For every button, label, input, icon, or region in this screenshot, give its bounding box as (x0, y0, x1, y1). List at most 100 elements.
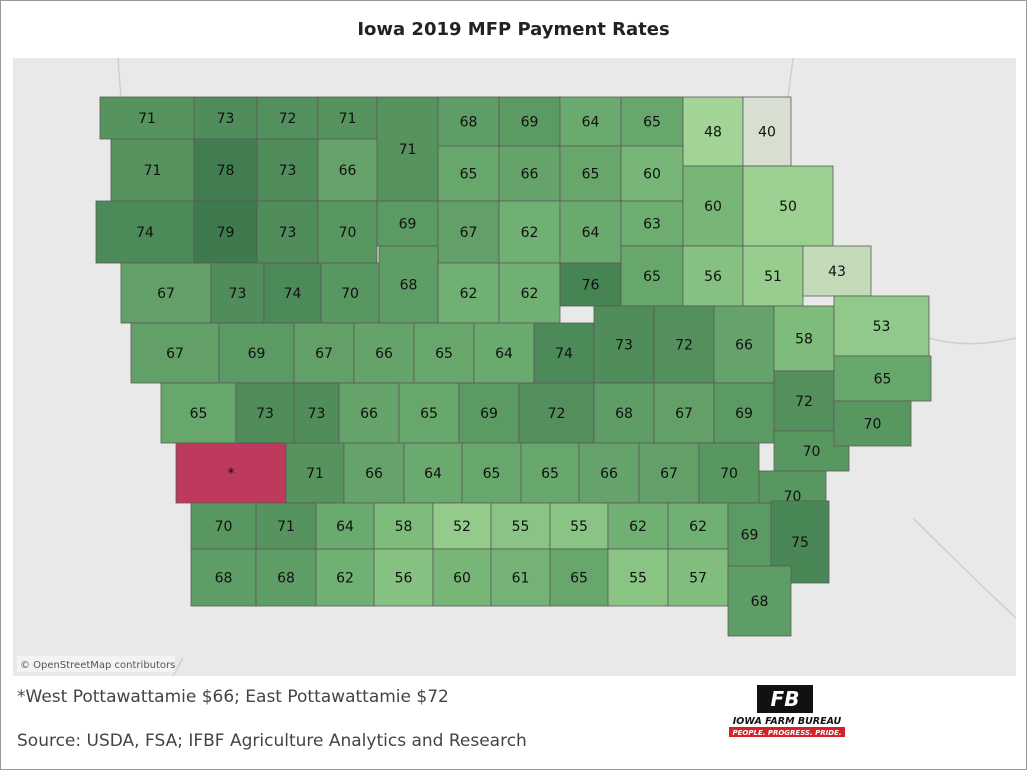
county-label: 53 (873, 319, 891, 335)
county (473, 322, 535, 384)
county (293, 382, 340, 444)
county-label: 73 (279, 225, 297, 241)
county (742, 96, 792, 167)
county (490, 548, 551, 607)
county-label: 75 (791, 535, 809, 551)
county-label: 67 (460, 225, 478, 241)
county-label: 62 (689, 519, 707, 535)
county (620, 200, 684, 247)
county (437, 145, 500, 202)
county-label: 65 (582, 167, 600, 183)
county-label: 73 (229, 286, 247, 302)
county-label: 74 (284, 286, 302, 302)
county-label: 71 (306, 466, 324, 482)
county-label: 60 (453, 571, 471, 587)
county-label: 62 (521, 286, 539, 302)
logo: FB IOWA FARM BUREAU PEOPLE. PROGRESS. PR… (729, 685, 845, 737)
county (95, 200, 195, 264)
county (403, 442, 463, 504)
county (549, 548, 609, 607)
county (437, 262, 500, 324)
county-label: 55 (570, 519, 588, 535)
county-label: 71 (277, 519, 295, 535)
county-label: 57 (689, 571, 707, 587)
county (378, 245, 439, 324)
counties: 71 73 72 71 71 68 69 64 65 48 40 71 78 73 66 65 66 65 60 74… (95, 96, 932, 637)
county (317, 138, 378, 202)
logo-tagline: PEOPLE. PROGRESS. PRIDE. (732, 729, 841, 737)
county (130, 322, 220, 384)
county-label: 66 (360, 406, 378, 422)
county-label: 65 (420, 406, 438, 422)
county-label: 72 (548, 406, 566, 422)
attribution: © OpenStreetMap contributors (20, 660, 175, 671)
background-roads (117, 58, 1016, 676)
county (376, 200, 439, 247)
county-label: 40 (758, 125, 776, 141)
map: 71 73 72 71 71 68 69 64 65 48 40 71 78 73 66 65 66 65 60 74… (13, 58, 1016, 676)
county (667, 502, 729, 550)
title: Iowa 2019 MFP Payment Rates (357, 19, 670, 40)
county-label: 70 (341, 286, 359, 302)
county (315, 502, 375, 550)
county-label: 62 (629, 519, 647, 535)
footnote: *West Pottawattamie $66; East Pottawatta… (17, 687, 449, 707)
county (498, 96, 561, 147)
county-label: 66 (521, 167, 539, 183)
county-label: 52 (453, 519, 471, 535)
county-label: 64 (495, 346, 513, 362)
county (638, 442, 700, 504)
county-label: 58 (795, 332, 813, 348)
county (713, 305, 775, 384)
county-label: 62 (460, 286, 478, 302)
county-label: 71 (339, 111, 357, 127)
county-label: 65 (643, 269, 661, 285)
logo-letters: FB (771, 687, 800, 711)
county-label: 70 (720, 466, 738, 482)
county-label: 62 (521, 225, 539, 241)
county-label: 69 (521, 115, 539, 131)
county-label: 71 (138, 111, 156, 127)
county (833, 295, 930, 357)
county-label: 63 (643, 217, 661, 233)
county-label: 71 (144, 163, 162, 179)
county-label: 68 (400, 278, 418, 294)
county (235, 382, 295, 444)
county-label: 65 (643, 115, 661, 131)
county-label: 68 (215, 571, 233, 587)
county (256, 138, 319, 202)
county (320, 262, 380, 324)
county-label: 67 (157, 286, 175, 302)
county-label: 78 (217, 163, 235, 179)
county-label: 73 (217, 111, 235, 127)
county-label: 66 (735, 338, 753, 354)
county (255, 548, 317, 607)
county-label: 66 (375, 346, 393, 362)
county-label: 67 (675, 406, 693, 422)
county-label: 64 (582, 115, 600, 131)
county (343, 442, 405, 504)
county (338, 382, 400, 444)
county (458, 382, 520, 444)
county-label: 55 (512, 519, 530, 535)
county (682, 165, 744, 247)
county (432, 548, 492, 607)
county (498, 145, 561, 202)
county-label: 65 (541, 466, 559, 482)
county-label: 65 (874, 372, 892, 388)
county (833, 355, 932, 402)
county-label: 68 (751, 594, 769, 610)
county (727, 565, 792, 637)
county (559, 96, 622, 147)
county (353, 322, 415, 384)
county (559, 262, 622, 307)
county-label: 69 (735, 406, 753, 422)
county-label: 65 (570, 571, 588, 587)
county-label: 68 (460, 115, 478, 131)
county-label: 70 (339, 225, 357, 241)
county (315, 548, 375, 607)
county (175, 442, 287, 504)
county (498, 200, 561, 264)
county-label: 48 (704, 125, 722, 141)
